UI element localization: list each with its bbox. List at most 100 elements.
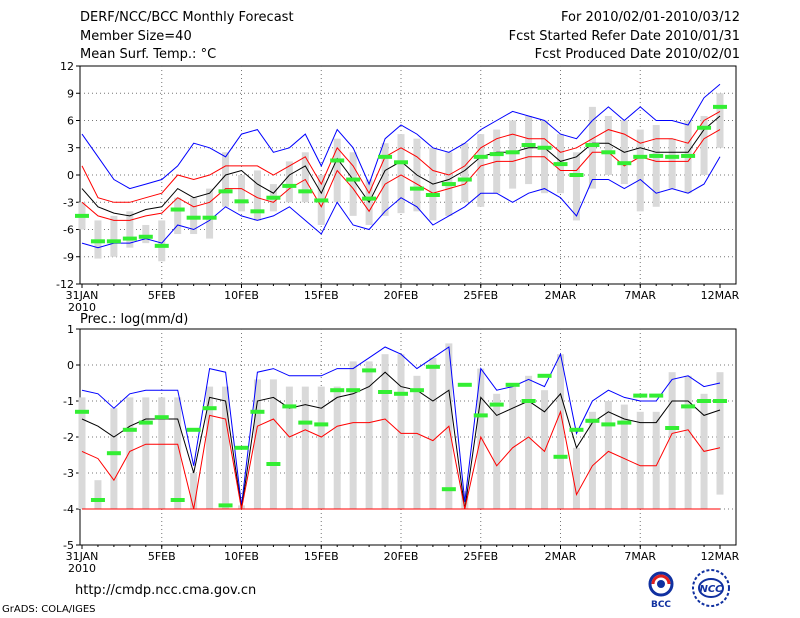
range-bar (461, 143, 469, 203)
range-bar (413, 375, 421, 509)
start-date: Fcst Started Refer Date 2010/01/31 (508, 29, 740, 44)
produced-date: Fcst Produced Date 2010/02/01 (534, 47, 740, 62)
observed-marker (601, 422, 616, 427)
member-size-label: Member Size=40 (80, 29, 192, 44)
source-url[interactable]: http://cmdp.ncc.cma.gov.cn (75, 583, 257, 598)
observed-marker (473, 413, 488, 418)
observed-marker (633, 393, 648, 398)
range-bar (269, 379, 277, 509)
observed-marker (202, 215, 217, 220)
range-bar (716, 93, 724, 148)
range-bar (636, 129, 644, 212)
x-tick-label: 15FEB (304, 550, 339, 563)
observed-marker (170, 498, 185, 502)
range-bar (557, 354, 564, 509)
observed-marker (362, 196, 377, 201)
range-bar (588, 106, 596, 189)
observed-marker (234, 199, 249, 204)
range-bar (652, 411, 660, 509)
observed-marker (75, 409, 89, 414)
y-tick-label: -2 (63, 431, 74, 444)
observed-marker (234, 445, 249, 450)
y-tick-label: 6 (67, 115, 74, 128)
observed-marker (90, 498, 105, 502)
observed-marker (378, 154, 393, 159)
observed-marker (585, 418, 600, 423)
observed-marker (537, 373, 552, 378)
observed-marker (633, 154, 648, 159)
x-tick-label: 10FEB (224, 550, 259, 563)
x-tick-label: 12MAR (701, 550, 740, 563)
range-bar (238, 175, 245, 212)
observed-marker (90, 239, 105, 244)
range-bar (493, 393, 501, 509)
x-tick-label: 10FEB (224, 289, 259, 302)
series-line-max (81, 83, 721, 190)
range-bar (317, 386, 325, 509)
observed-marker (681, 153, 696, 158)
x-tick-label: 25FEB (463, 550, 498, 563)
range-bar (94, 480, 102, 509)
range-bar (142, 224, 150, 244)
range-bar (158, 220, 166, 262)
y-tick-label: -9 (63, 251, 74, 264)
prec-title: Prec.: log(mm/d) (80, 312, 189, 327)
observed-marker (154, 415, 169, 420)
observed-marker (409, 186, 424, 191)
series-line-pct_low (81, 410, 721, 510)
observed-marker (186, 427, 201, 432)
observed-marker (330, 388, 345, 393)
range-bar (158, 397, 166, 509)
observed-marker (346, 177, 361, 182)
observed-marker (138, 420, 153, 425)
range-bar (604, 401, 612, 509)
observed-marker (681, 404, 696, 409)
observed-marker (617, 420, 632, 425)
x-tick-label: 7MAR (624, 550, 656, 563)
observed-marker (489, 152, 504, 157)
observed-marker (266, 195, 281, 200)
range-bar (253, 170, 261, 221)
observed-marker (298, 420, 313, 425)
range-bar (429, 357, 437, 509)
observed-marker (266, 462, 281, 466)
observed-marker (489, 402, 504, 407)
y-tick-label: 3 (67, 142, 74, 155)
range-bar (285, 386, 293, 509)
chart-title: DERF/NCC/BCC Monthly Forecast (80, 10, 294, 25)
x-tick-label: 2MAR (545, 289, 577, 302)
observed-marker (697, 399, 712, 403)
x-tick-label: 20FEB (384, 550, 419, 563)
observed-marker (330, 158, 345, 163)
range-bar (174, 397, 182, 509)
observed-marker (569, 173, 584, 177)
series-line-max (81, 346, 721, 506)
observed-marker (378, 390, 393, 394)
observed-marker (218, 189, 233, 194)
range-bar (588, 411, 596, 509)
observed-marker (505, 382, 520, 387)
range-bar (126, 397, 134, 509)
observed-marker (394, 391, 408, 396)
series-line-pct_low (81, 129, 721, 221)
range-bar (126, 211, 134, 248)
observed-marker (122, 236, 137, 241)
observed-marker (250, 409, 265, 414)
y-tick-label: 1 (67, 323, 74, 336)
range-bar (78, 397, 86, 509)
observed-marker (441, 182, 456, 187)
observed-marker (282, 183, 297, 188)
range-bar (668, 138, 676, 189)
range-bar (509, 120, 517, 189)
y-tick-label: -5 (63, 539, 74, 552)
observed-marker (122, 427, 137, 432)
year-label: 2010 (68, 562, 96, 575)
series-line-min (81, 156, 721, 249)
range-bar (190, 473, 198, 509)
observed-marker (154, 243, 169, 248)
y-tick-label: -3 (63, 196, 74, 209)
observed-marker (202, 406, 217, 411)
observed-marker (106, 239, 121, 244)
x-tick-label: 2MAR (545, 550, 577, 563)
observed-marker (314, 198, 329, 203)
